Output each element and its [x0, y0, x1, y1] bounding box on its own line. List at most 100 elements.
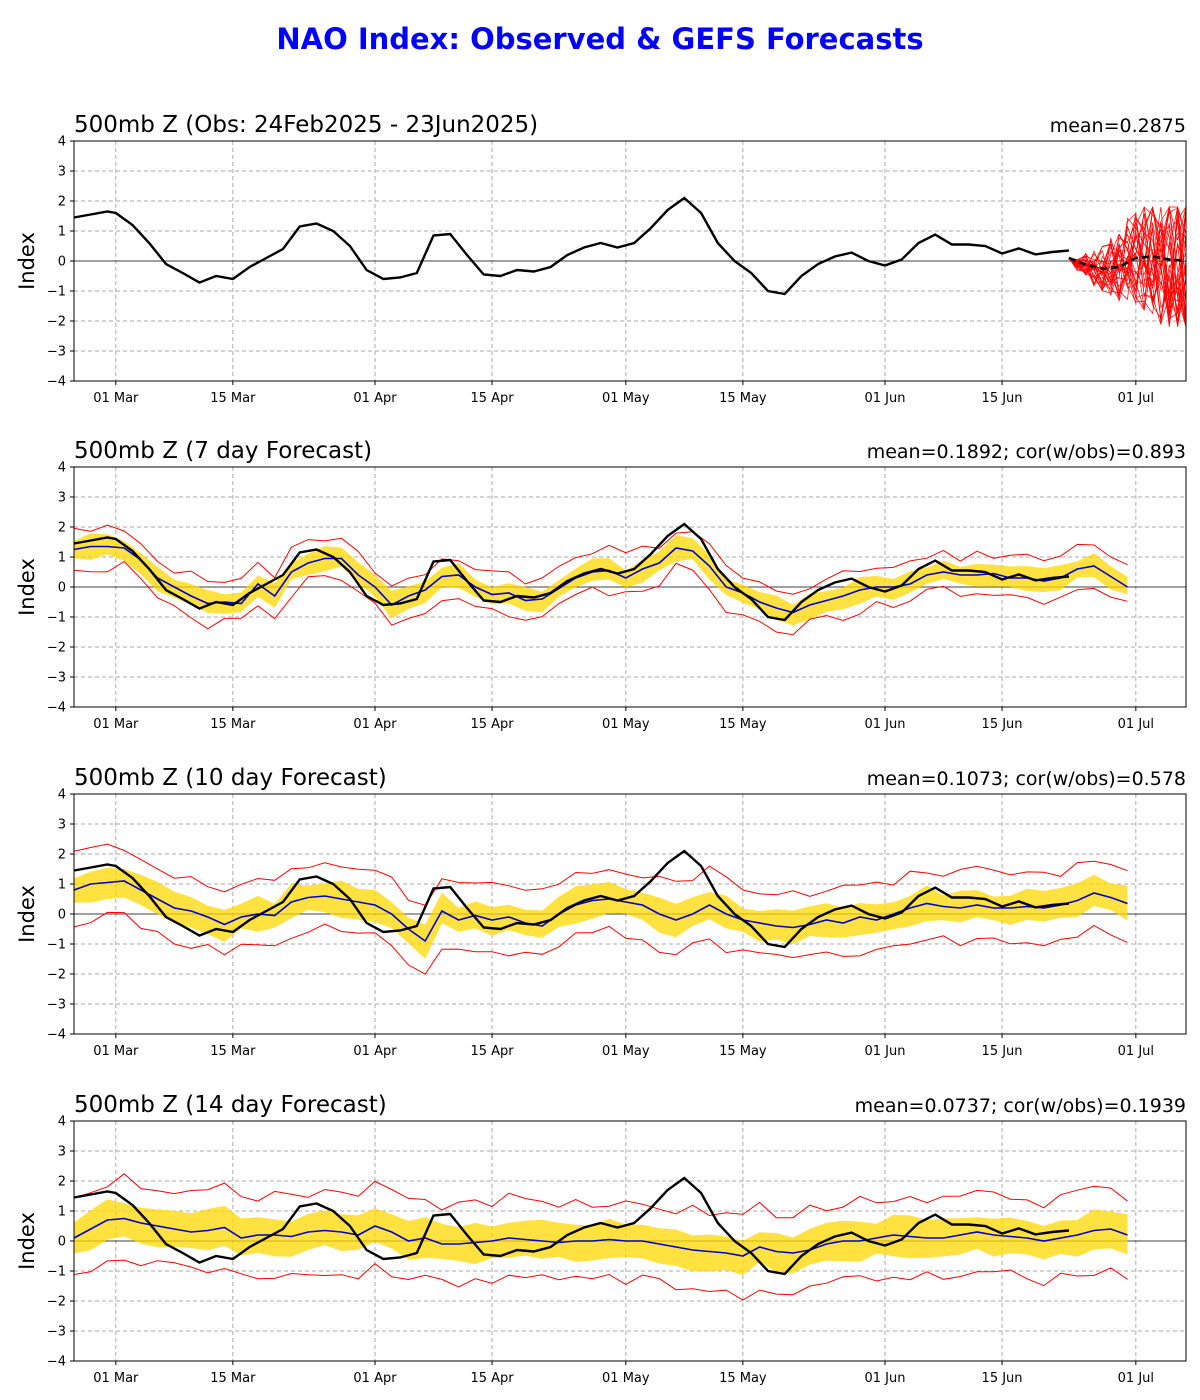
y-tick-label: −2 [47, 641, 66, 656]
x-tick-label: 01 May [602, 391, 650, 406]
x-tick-label: 01 May [602, 717, 650, 732]
panel-title: 500mb Z (10 day Forecast) [74, 765, 387, 791]
y-tick-label: 0 [58, 255, 66, 270]
x-tick-label: 01 Jun [865, 1044, 906, 1059]
y-axis-label: Index [15, 232, 39, 290]
ensemble-lower-envelope [73, 560, 1128, 636]
chart-panel-2: 4 3 2 1 0 −1 −2 −3 −4 01 Mar 15 Mar 01 Apr 15 Apr 01 … [15, 438, 1187, 732]
x-tick-label: 15 May [719, 717, 767, 732]
x-tick-label: 15 Apr [470, 1044, 514, 1059]
y-tick-label: 2 [58, 848, 66, 863]
ensemble-member-line [1068, 206, 1186, 289]
x-tick-label: 01 Apr [353, 717, 397, 732]
y-tick-label: 4 [58, 461, 66, 476]
panel-title: 500mb Z (Obs: 24Feb2025 - 23Jun2025) [74, 112, 538, 138]
y-tick-label: −3 [47, 671, 66, 686]
y-tick-label: −1 [47, 938, 66, 953]
y-tick-label: 3 [58, 818, 66, 833]
panel-stat: mean=0.1073; cor(w/obs)=0.578 [867, 768, 1186, 790]
y-tick-label: 4 [58, 788, 66, 803]
observed-index-line [73, 1176, 1070, 1276]
y-tick-label: −2 [47, 968, 66, 983]
y-tick-label: −2 [47, 1295, 66, 1310]
ensemble-mean-line [73, 1217, 1128, 1257]
y-axis-label: Index [15, 558, 39, 616]
x-tick-label: 15 Mar [210, 717, 256, 732]
ensemble-member-line [1068, 206, 1186, 310]
ensemble-mean-line [73, 880, 1128, 943]
y-tick-label: 1 [58, 225, 66, 240]
x-tick-label: 15 Mar [210, 1044, 256, 1059]
y-tick-label: −3 [47, 1325, 66, 1340]
chart-panel-1: 4 3 2 1 0 −1 −2 −3 −4 01 Mar 15 Mar 01 Apr 15 Apr 01 … [15, 112, 1187, 406]
y-axis-label: Index [15, 1212, 39, 1270]
x-tick-label: 01 Apr [353, 1044, 397, 1059]
chart-panel-4: 4 3 2 1 0 −1 −2 −3 −4 01 Mar 15 Mar 01 Apr 15 Apr 01 … [15, 1092, 1187, 1386]
y-tick-label: −4 [47, 701, 66, 716]
x-tick-label: 01 Mar [93, 1371, 139, 1386]
x-tick-label: 15 May [719, 1371, 767, 1386]
x-tick-label: 01 Jul [1118, 1044, 1154, 1059]
x-tick-label: 15 Apr [470, 717, 514, 732]
x-tick-label: 15 Jun [982, 1371, 1023, 1386]
y-tick-label: 2 [58, 1175, 66, 1190]
x-tick-label: 01 Jul [1118, 717, 1154, 732]
x-tick-label: 15 May [719, 391, 767, 406]
x-tick-label: 15 Apr [470, 1371, 514, 1386]
y-tick-label: 4 [58, 1115, 66, 1130]
x-tick-label: 01 Jul [1118, 391, 1154, 406]
panel-stat: mean=0.0737; cor(w/obs)=0.1939 [855, 1095, 1186, 1117]
y-tick-label: 3 [58, 491, 66, 506]
x-tick-label: 15 Apr [470, 391, 514, 406]
y-tick-label: −2 [47, 315, 66, 330]
x-tick-label: 15 Mar [210, 1371, 256, 1386]
ensemble-spread-band [74, 1199, 1128, 1276]
page-title: NAO Index: Observed & GEFS Forecasts [276, 22, 924, 56]
y-tick-label: −3 [47, 998, 66, 1013]
panel-title: 500mb Z (14 day Forecast) [74, 1092, 387, 1118]
x-tick-label: 01 May [602, 1044, 650, 1059]
ensemble-spread-band [74, 533, 1128, 626]
x-tick-label: 01 Apr [353, 1371, 397, 1386]
ensemble-upper-envelope [73, 1173, 1128, 1219]
observed-index-line [73, 849, 1070, 949]
x-tick-label: 01 Jun [865, 391, 906, 406]
y-tick-label: 3 [58, 165, 66, 180]
ensemble-spread-band [74, 867, 1128, 959]
x-tick-label: 01 Jun [865, 717, 906, 732]
y-tick-label: 1 [58, 1205, 66, 1220]
y-tick-label: 3 [58, 1145, 66, 1160]
observed-index-line [73, 522, 1070, 622]
ensemble-member-line [1068, 206, 1186, 328]
x-tick-label: 01 Jul [1118, 1371, 1154, 1386]
y-tick-label: 0 [58, 908, 66, 923]
ensemble-mean-forecast-line [1068, 255, 1186, 270]
y-tick-label: 1 [58, 878, 66, 893]
ensemble-upper-envelope [73, 843, 1128, 906]
ensemble-lower-envelope [73, 911, 1128, 975]
x-tick-label: 15 Jun [982, 391, 1023, 406]
y-tick-label: 2 [58, 195, 66, 210]
x-tick-label: 01 Mar [93, 717, 139, 732]
y-tick-label: 1 [58, 551, 66, 566]
x-tick-label: 15 May [719, 1044, 767, 1059]
x-tick-label: 01 Mar [93, 1044, 139, 1059]
ensemble-lower-envelope [73, 1259, 1128, 1301]
x-tick-label: 01 Apr [353, 391, 397, 406]
panel-stat: mean=0.2875 [1050, 115, 1186, 137]
y-axis-label: Index [15, 885, 39, 943]
chart-panel-3: 4 3 2 1 0 −1 −2 −3 −4 01 Mar 15 Mar 01 Apr 15 Apr 01 … [15, 765, 1187, 1059]
ensemble-member-line [1068, 217, 1186, 319]
ensemble-upper-envelope [73, 524, 1128, 595]
y-tick-label: −4 [47, 375, 66, 390]
x-tick-label: 01 May [602, 1371, 650, 1386]
x-tick-label: 15 Mar [210, 391, 256, 406]
observed-index-line [73, 196, 1070, 296]
panel-stat: mean=0.1892; cor(w/obs)=0.893 [867, 441, 1186, 463]
y-tick-label: −1 [47, 611, 66, 626]
panel-title: 500mb Z (7 day Forecast) [74, 438, 372, 464]
x-tick-label: 01 Mar [93, 391, 139, 406]
y-tick-label: 0 [58, 1235, 66, 1250]
y-tick-label: −1 [47, 1265, 66, 1280]
y-tick-label: 4 [58, 135, 66, 150]
